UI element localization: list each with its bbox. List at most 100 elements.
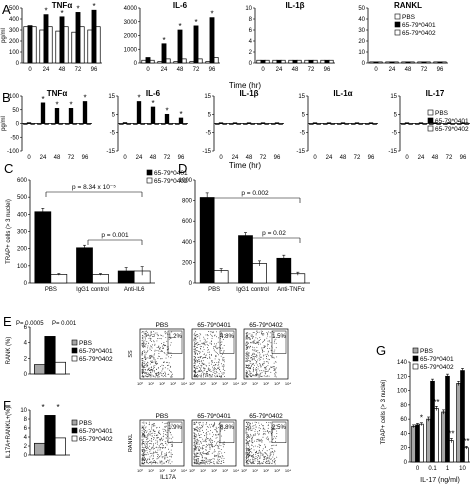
y-tick-label: 4000 bbox=[124, 6, 138, 12]
flow-dot bbox=[274, 373, 275, 375]
flow-dot bbox=[171, 443, 173, 445]
flow-dot bbox=[275, 338, 277, 340]
flow-dot bbox=[251, 457, 253, 459]
y-tick-label: 60 bbox=[400, 417, 407, 423]
flow-dot bbox=[211, 331, 213, 333]
panel-letter-a: A bbox=[2, 2, 11, 17]
flow-dot bbox=[165, 354, 167, 356]
flow-dot bbox=[258, 461, 260, 463]
x-tick-label: 96 bbox=[460, 155, 467, 161]
flow-dot bbox=[222, 358, 224, 360]
flow-dot bbox=[246, 332, 248, 334]
flow-dot bbox=[212, 370, 214, 372]
flow-dot bbox=[142, 336, 144, 338]
flow-dot bbox=[212, 425, 214, 427]
flow-dot bbox=[259, 359, 260, 361]
flow-dot bbox=[264, 447, 266, 448]
x-tick-label: 72 bbox=[260, 155, 267, 161]
flow-dot bbox=[204, 357, 206, 359]
significance-marker: * bbox=[92, 2, 95, 11]
flow-dot bbox=[213, 449, 215, 451]
flow-dot bbox=[194, 370, 196, 372]
flow-dot bbox=[248, 423, 250, 425]
flow-dot bbox=[257, 458, 259, 460]
bar bbox=[456, 383, 461, 463]
flow-dot bbox=[159, 449, 161, 451]
flow-dot bbox=[254, 353, 255, 355]
flow-dot bbox=[200, 427, 202, 429]
flow-dot bbox=[257, 376, 259, 378]
flow-dot bbox=[248, 422, 250, 423]
bar bbox=[433, 61, 439, 64]
flow-dot bbox=[144, 367, 146, 368]
flow-dot bbox=[251, 447, 252, 449]
bar bbox=[457, 123, 462, 125]
flow-dot bbox=[197, 350, 199, 352]
flow-dot bbox=[159, 433, 161, 434]
flow-dot bbox=[275, 347, 277, 349]
flow-dot bbox=[197, 442, 199, 444]
y-tick-label: -5 bbox=[300, 131, 306, 137]
flow-dot bbox=[158, 438, 160, 440]
flow-dot bbox=[169, 366, 171, 368]
flow-dot bbox=[211, 452, 213, 454]
flow-dot bbox=[269, 457, 271, 459]
flow-dot bbox=[147, 368, 149, 370]
flow-dot bbox=[155, 446, 157, 448]
flow-dot bbox=[207, 371, 209, 373]
flow-dot bbox=[263, 433, 265, 435]
flow-dot bbox=[148, 421, 150, 423]
legend-label: 65-79*0402 bbox=[79, 356, 113, 363]
flow-dot bbox=[163, 433, 165, 435]
flow-dot bbox=[264, 444, 266, 446]
significance-marker: * bbox=[179, 110, 182, 119]
flow-dot bbox=[146, 366, 148, 368]
flow-dot bbox=[195, 423, 196, 425]
legend-swatch bbox=[71, 427, 78, 434]
bar bbox=[288, 59, 294, 64]
flow-dot bbox=[171, 461, 173, 463]
flow-dot bbox=[246, 457, 247, 459]
flow-dot bbox=[156, 443, 158, 445]
flow-dot bbox=[167, 435, 168, 437]
flow-dot bbox=[151, 448, 153, 450]
bar bbox=[44, 336, 56, 375]
flow-dot bbox=[248, 446, 250, 448]
flow-dot bbox=[143, 436, 145, 437]
flow-dot bbox=[251, 355, 253, 356]
flow-dot bbox=[165, 422, 167, 424]
flow-dot bbox=[200, 441, 202, 443]
chart-title: RANKL bbox=[394, 1, 422, 10]
flow-dot bbox=[144, 435, 146, 437]
flow-dot bbox=[249, 347, 250, 349]
flow-dot bbox=[255, 424, 257, 426]
flow-dot bbox=[195, 447, 197, 449]
flow-dot bbox=[261, 351, 263, 353]
y-tick-label: 200 bbox=[17, 247, 28, 253]
flow-dot bbox=[151, 356, 153, 358]
flow-dot bbox=[256, 342, 258, 344]
flow-dot bbox=[150, 368, 152, 370]
flow-dot bbox=[213, 346, 215, 348]
y-tick-label: 500 bbox=[9, 6, 20, 12]
flow-dot bbox=[203, 444, 205, 446]
flow-dot bbox=[202, 452, 204, 454]
flow-dot bbox=[208, 439, 210, 441]
flow-dot bbox=[144, 444, 146, 446]
significance-marker: * bbox=[446, 401, 449, 410]
flow-dot bbox=[247, 343, 249, 345]
flow-dot bbox=[250, 451, 252, 452]
flow-dot bbox=[270, 433, 272, 435]
bar bbox=[44, 415, 56, 456]
x-tick-label: 0 bbox=[28, 67, 32, 73]
flow-dot bbox=[200, 369, 202, 371]
flow-dot bbox=[194, 454, 195, 456]
flow-dot bbox=[153, 357, 155, 359]
flow-dot bbox=[151, 374, 153, 376]
flow-dot bbox=[194, 361, 196, 363]
flow-dot bbox=[150, 338, 152, 340]
bar bbox=[147, 123, 152, 125]
flow-dot bbox=[150, 455, 152, 457]
flow-dot bbox=[195, 456, 197, 458]
flow-dot bbox=[219, 456, 221, 458]
